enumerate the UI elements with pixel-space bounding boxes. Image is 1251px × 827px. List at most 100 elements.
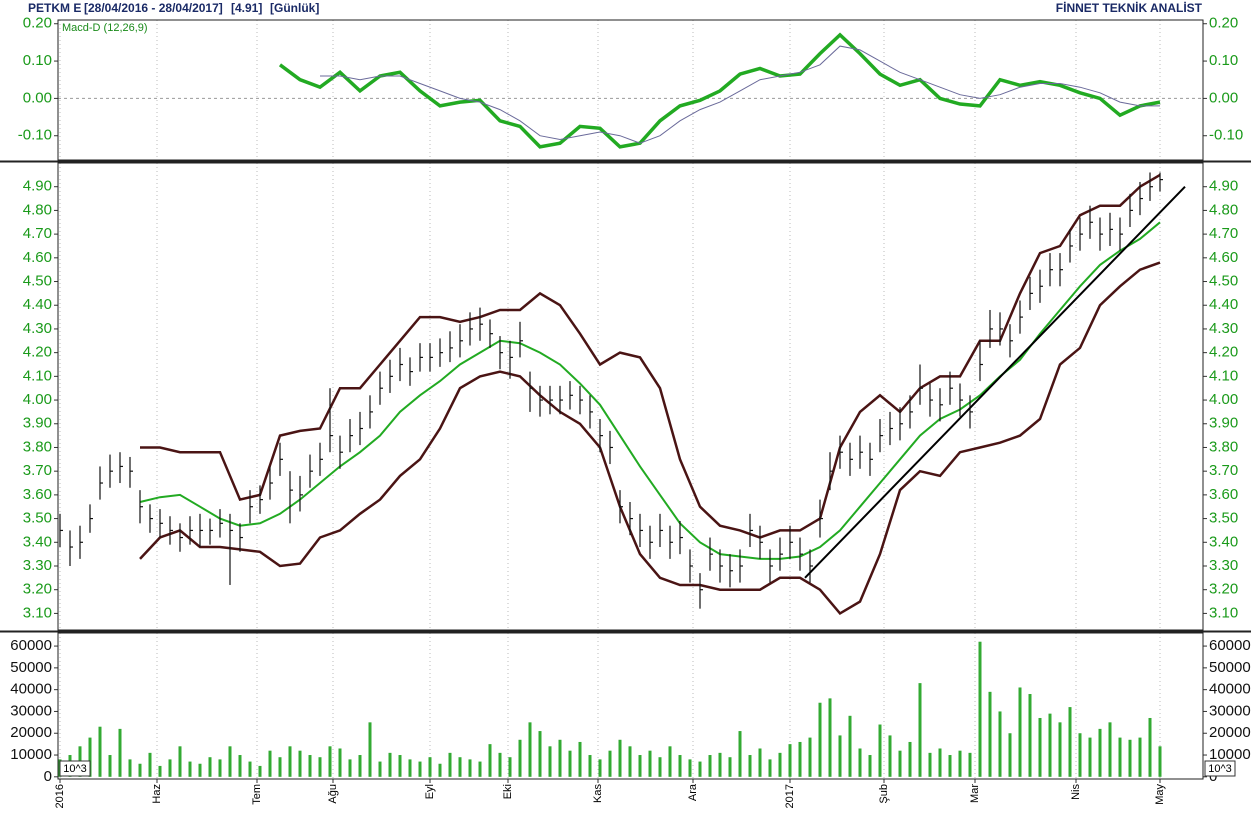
volume-bar	[588, 755, 592, 777]
volume-bar	[858, 748, 862, 777]
volume-bar	[1118, 737, 1122, 777]
y-tick-label: 3.70	[23, 462, 52, 479]
volume-bar	[158, 765, 162, 777]
unit-label: 10^3	[63, 763, 87, 775]
volume-bar	[438, 763, 442, 777]
volume-bar	[738, 731, 742, 777]
y-tick-label-right: 0.20	[1209, 15, 1238, 32]
volume-bar	[568, 750, 572, 777]
volume-bar	[918, 683, 922, 777]
volume-bar	[968, 752, 972, 777]
y-tick-label: 0.20	[23, 15, 52, 32]
x-tick-label: Eyl	[424, 784, 436, 799]
volume-bar	[908, 741, 912, 777]
volume-bar	[388, 752, 392, 777]
volume-bar	[278, 757, 282, 777]
volume-bar	[348, 759, 352, 777]
volume-bar	[178, 746, 182, 777]
x-tick-label: Tem	[251, 784, 263, 805]
volume-bar	[948, 755, 952, 777]
macd-line	[320, 45, 1160, 144]
y-tick-label-right: 0.10	[1209, 52, 1238, 69]
volume-bar	[288, 746, 292, 777]
y-tick-label-right: 4.40	[1209, 296, 1238, 313]
y-tick-label-right: 60000	[1209, 637, 1251, 654]
y-tick-label: 60000	[10, 637, 52, 654]
volume-bar	[928, 752, 932, 777]
x-tick-label: Nis	[1070, 784, 1082, 800]
y-tick-label: 4.30	[23, 320, 52, 337]
volume-bar	[938, 748, 942, 777]
volume-bar	[1108, 722, 1112, 777]
y-tick-label-right: 30000	[1209, 702, 1251, 719]
period: [Günlük]	[270, 1, 319, 15]
volume-bar	[118, 728, 122, 777]
panel-frame	[57, 162, 1204, 631]
volume-bar	[888, 735, 892, 777]
y-tick-label-right: 20000	[1209, 724, 1251, 741]
volume-bar	[498, 752, 502, 777]
volume-bar	[1038, 717, 1042, 777]
volume-bar	[338, 748, 342, 777]
volume-bar	[648, 750, 652, 777]
y-tick-label: -0.10	[18, 127, 52, 144]
volume-bar	[998, 711, 1002, 777]
x-tick-label: Haz	[151, 784, 163, 804]
y-tick-label-right: 4.60	[1209, 249, 1238, 266]
volume-bar	[988, 691, 992, 777]
y-tick-label-right: 3.60	[1209, 486, 1238, 503]
y-tick-label-right: 4.50	[1209, 272, 1238, 289]
volume-bar	[1068, 707, 1072, 777]
y-tick-label-right: 0.00	[1209, 89, 1238, 106]
volume-bar	[958, 750, 962, 777]
y-tick-label: 0	[44, 768, 52, 785]
y-tick-label: 0.10	[23, 52, 52, 69]
volume-bar	[128, 759, 132, 777]
y-tick-label-right: 4.10	[1209, 367, 1238, 384]
volume-bar	[708, 755, 712, 777]
x-tick-label: Şub	[878, 784, 890, 804]
volume-bar	[688, 759, 692, 777]
bollinger-middle	[139, 221, 1161, 560]
y-tick-label-right: 4.20	[1209, 344, 1238, 361]
volume-bar	[508, 757, 512, 777]
volume-bar	[658, 757, 662, 777]
volume-bar	[1058, 722, 1062, 777]
macd-title: Macd-D (12,26,9)	[62, 22, 148, 34]
unit-label-right: 10^3	[1208, 763, 1232, 775]
volume-bar	[98, 726, 102, 777]
y-tick-label: 3.80	[23, 438, 52, 455]
y-tick-label-right: 50000	[1209, 659, 1251, 676]
volume-bar	[258, 765, 262, 777]
volume-bar	[298, 750, 302, 777]
volume-bar	[378, 761, 382, 777]
volume-bar	[788, 744, 792, 777]
y-tick-label: 4.20	[23, 344, 52, 361]
y-tick-label-right: 4.30	[1209, 320, 1238, 337]
macd-line	[278, 32, 1161, 149]
volume-bar	[448, 752, 452, 777]
volume-bar	[808, 737, 812, 777]
y-tick-label: 4.00	[23, 391, 52, 408]
volume-bar	[1078, 733, 1082, 777]
volume-bar	[1128, 739, 1132, 777]
y-tick-label: 50000	[10, 659, 52, 676]
volume-bar	[208, 757, 212, 777]
volume-bar	[598, 759, 602, 777]
y-tick-label: 3.10	[23, 604, 52, 621]
volume-bar	[1098, 728, 1102, 777]
y-tick-label: 4.70	[23, 225, 52, 242]
y-tick-label: 4.40	[23, 296, 52, 313]
volume-bar	[1048, 713, 1052, 777]
y-tick-label-right: 3.50	[1209, 510, 1238, 527]
y-tick-label-right: 4.80	[1209, 201, 1238, 218]
y-tick-label: 4.60	[23, 249, 52, 266]
y-tick-label: 0.00	[23, 89, 52, 106]
volume-bar	[328, 746, 332, 777]
x-tick-label: May	[1154, 784, 1166, 805]
volume-bar	[618, 739, 622, 777]
volume-bar	[478, 761, 482, 777]
last-price: [4.91]	[231, 1, 262, 15]
x-tick-label: Mar	[969, 784, 981, 803]
